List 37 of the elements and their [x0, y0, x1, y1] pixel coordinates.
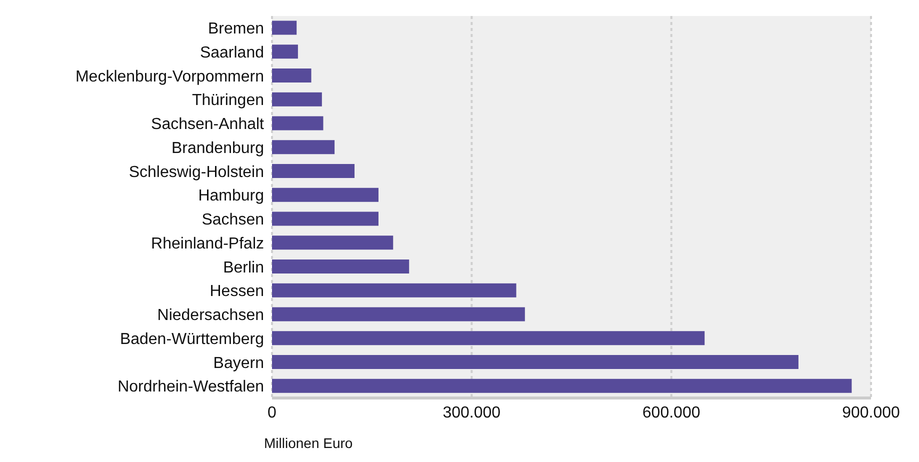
- y-tick-label: Nordrhein-Westfalen: [118, 378, 264, 396]
- y-tick-label: Mecklenburg-Vorpommern: [75, 68, 264, 86]
- bar: [272, 307, 525, 322]
- bar: [272, 92, 322, 106]
- y-tick-label: Sachsen: [202, 212, 264, 229]
- y-tick-label: Niedersachsen: [157, 307, 264, 324]
- y-tick-label: Saarland: [200, 44, 264, 62]
- bar: [272, 236, 394, 250]
- y-tick-label: Hessen: [210, 283, 264, 300]
- bar: [272, 116, 324, 130]
- x-tick-label: 600.000: [642, 404, 700, 422]
- y-tick-label: Bremen: [208, 20, 264, 38]
- y-tick-label: Brandenburg: [171, 140, 264, 157]
- bar: [272, 20, 297, 35]
- bar: [272, 331, 705, 346]
- bar: [272, 140, 335, 154]
- y-tick-label: Sachsen-Anhalt: [151, 116, 265, 134]
- x-tick-label: 900.000: [842, 404, 900, 422]
- bar: [272, 212, 378, 226]
- bar: [272, 378, 852, 393]
- y-tick-label: Berlin: [223, 259, 264, 276]
- bar: [272, 164, 355, 178]
- y-tick-label: Schleswig-Holstein: [128, 164, 264, 181]
- y-tick-label: Baden-Württemberg: [120, 330, 264, 348]
- bar: [272, 283, 516, 298]
- bar: [272, 44, 298, 59]
- y-tick-label: Bayern: [213, 354, 264, 372]
- bar: [272, 260, 410, 274]
- y-tick-label: Hamburg: [198, 188, 264, 205]
- bar: [272, 355, 798, 370]
- x-axis-title: Millionen Euro: [264, 435, 353, 451]
- bar: [272, 68, 312, 83]
- bar: [272, 188, 378, 202]
- x-tick-label: 0: [268, 404, 277, 422]
- y-tick-label: Thüringen: [192, 92, 264, 110]
- x-tick-label: 300.000: [442, 404, 501, 422]
- y-tick-label: Rheinland-Pfalz: [151, 235, 264, 252]
